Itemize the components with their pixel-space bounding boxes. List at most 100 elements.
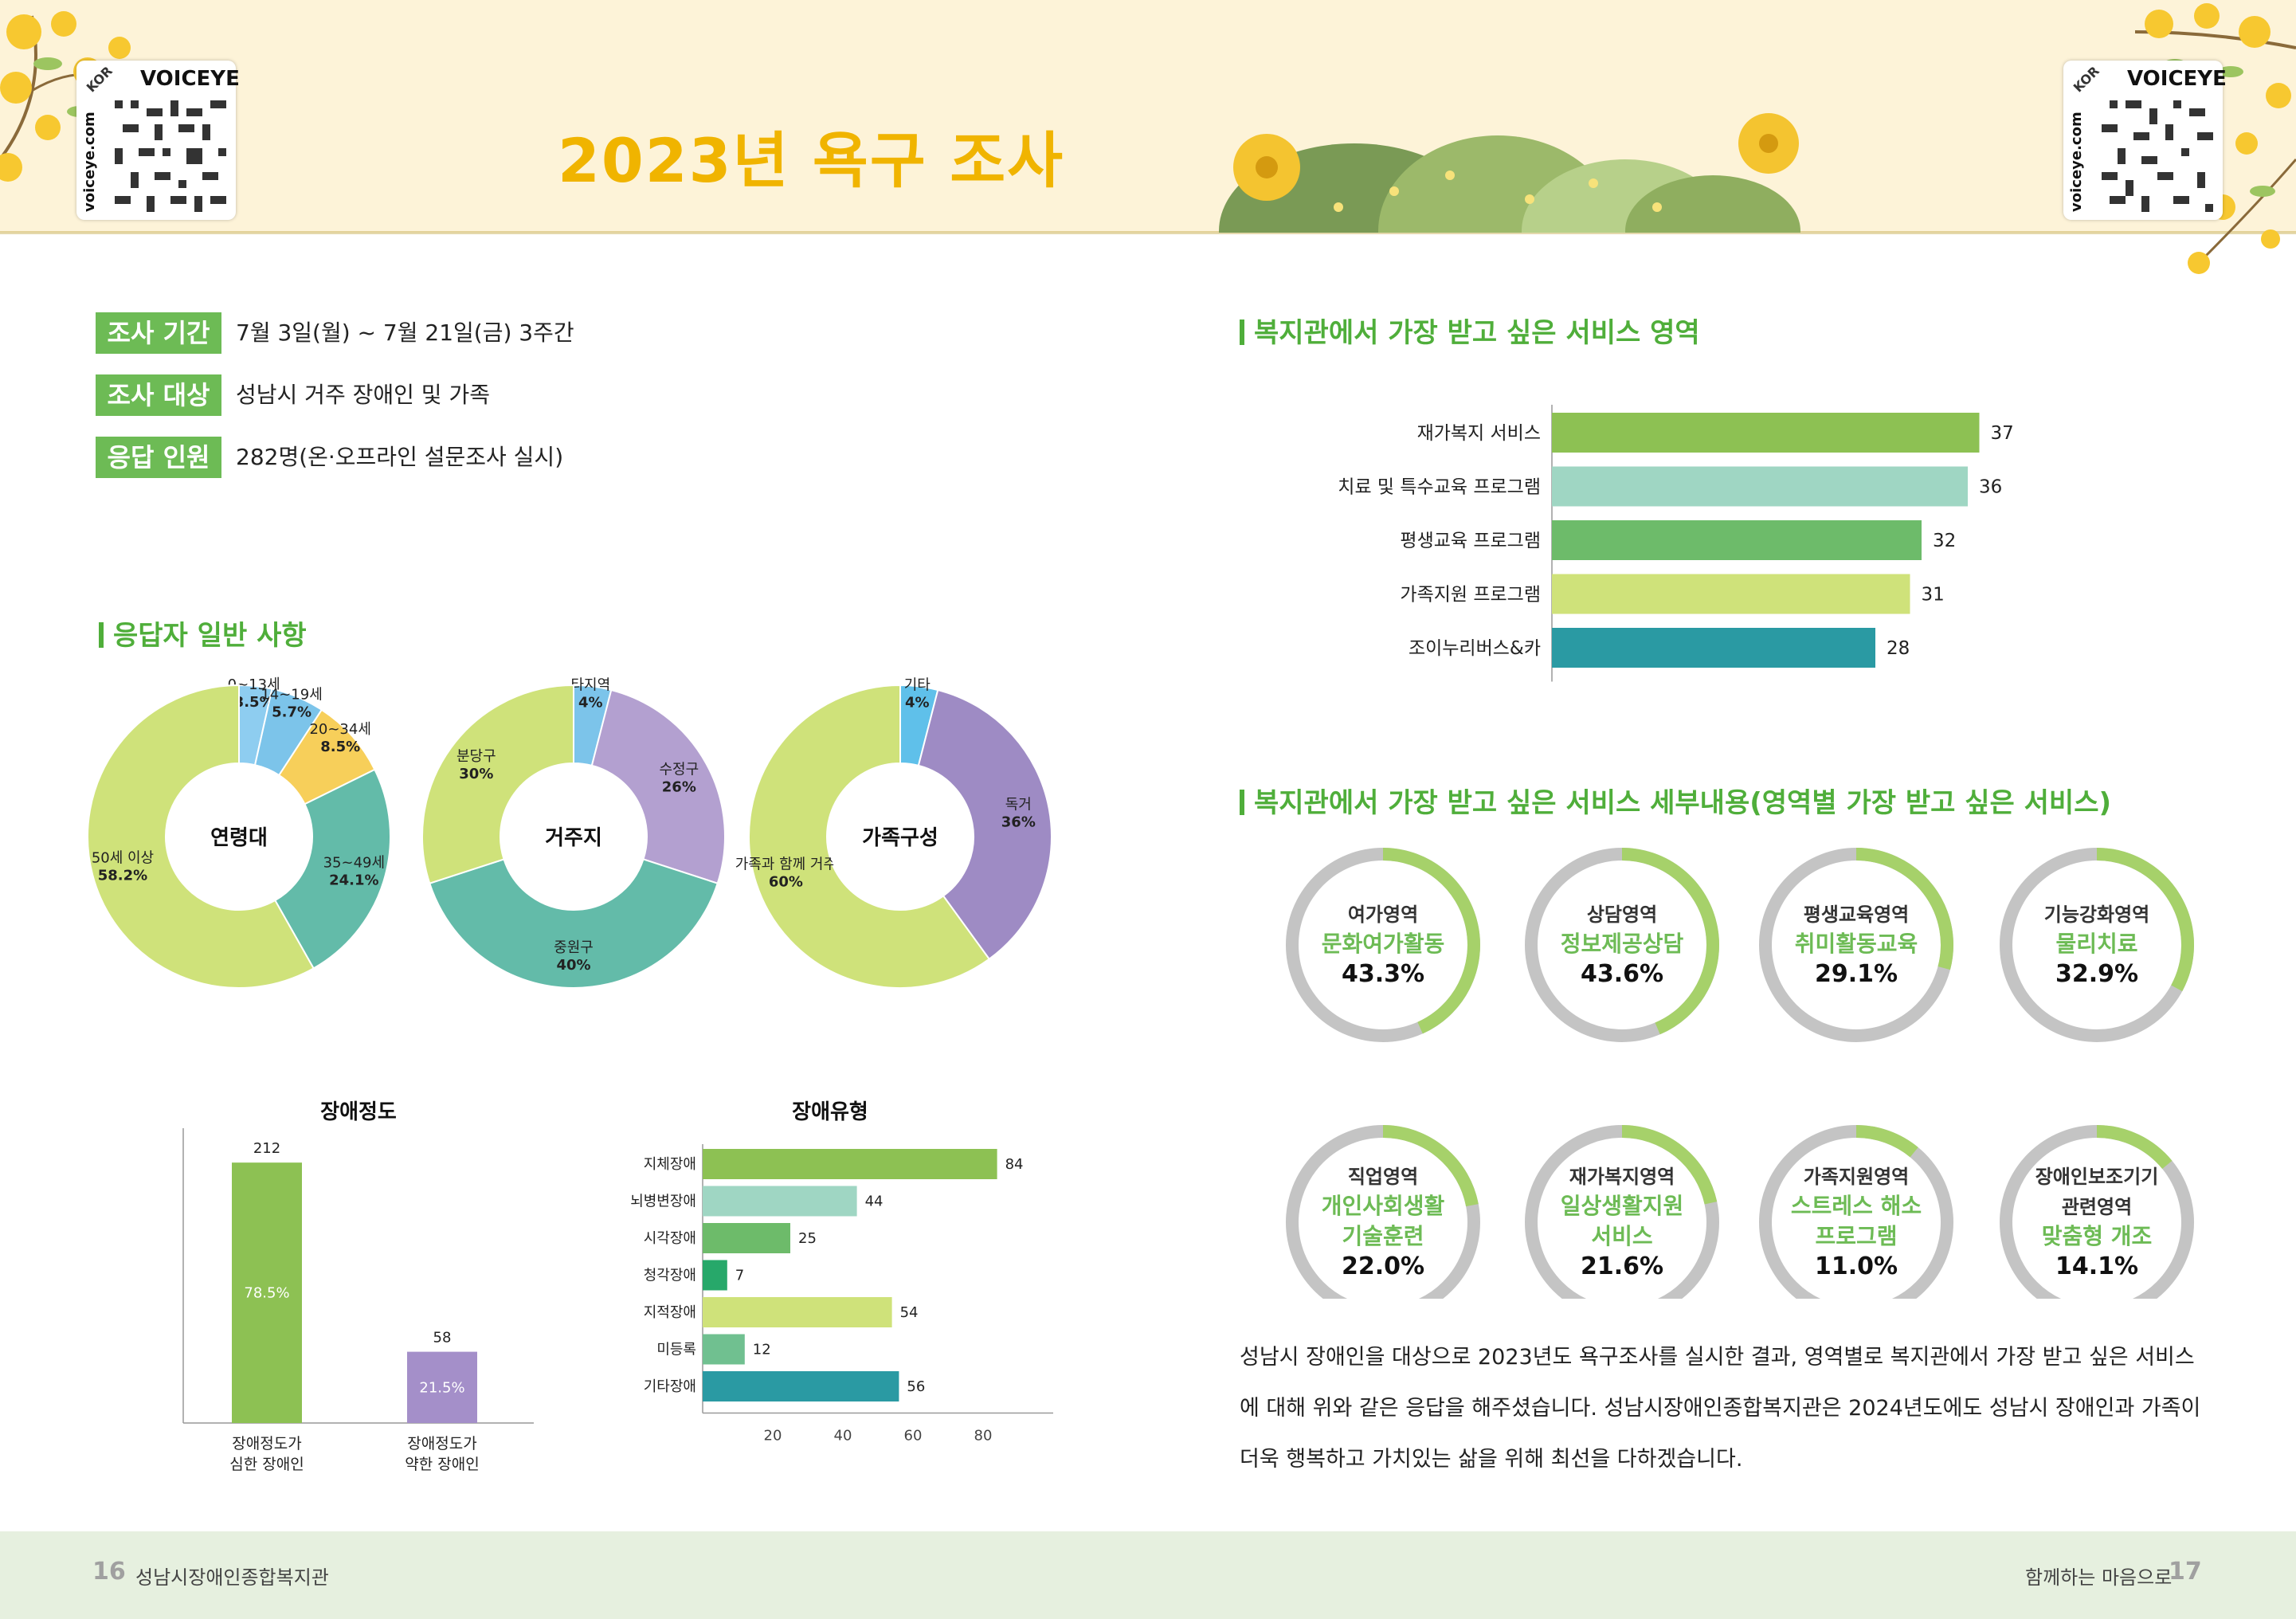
header-divider <box>0 231 2296 234</box>
category-label: 기타장애 <box>644 1378 696 1395</box>
summary-line: 에 대해 위와 같은 응답을 해주셨습니다. 성남시장애인종합복지관은 2024… <box>1240 1396 2201 1421</box>
donut-slice-pct: 30% <box>459 766 493 782</box>
bar <box>1552 520 1922 560</box>
bar-value-label: 7 <box>735 1268 744 1284</box>
ring-progress <box>1621 1125 1718 1205</box>
bar-value-label: 58 <box>433 1330 452 1347</box>
respondents-heading: 응답자 일반 사항 <box>99 613 307 653</box>
ring-service-label: 정보제공상담 <box>1561 931 1684 957</box>
service-area-heading: 복지관에서 가장 받고 싶은 서비스 영역 <box>1240 311 1700 350</box>
bar <box>1552 466 1968 507</box>
ring-service-label: 물리치료 <box>2055 931 2137 957</box>
donut-slice-pct: 24.1% <box>329 872 378 888</box>
category-label: 평생교육 프로그램 <box>1400 531 1541 551</box>
ring-area-label: 평생교육영역 <box>1804 904 1909 926</box>
category-label: 미등록 <box>656 1342 696 1358</box>
survey-period-value: 7월 3일(월) ~ 7월 21일(금) 3주간 <box>236 319 574 346</box>
bar-value-label: 44 <box>865 1194 884 1210</box>
donut-slice <box>87 684 315 989</box>
survey-target-label: 조사 대상 <box>96 374 221 416</box>
header-band <box>0 0 2296 233</box>
summary-paragraph: 성남시 장애인을 대상으로 2023년도 욕구조사를 실시한 결과, 영역별로 … <box>1240 1332 2227 1485</box>
voiceye-qr-left: VOICEYE voiceye.com KOR <box>76 61 240 220</box>
ring-percent: 21.6% <box>1581 1252 1663 1280</box>
ring-progress <box>1382 848 1480 1034</box>
ring-area-label: 재가복지영역 <box>1569 1166 1675 1188</box>
ring-progress <box>1621 848 1719 1035</box>
bar <box>232 1162 302 1423</box>
bar-value-label: 36 <box>1979 477 2002 498</box>
survey-target-value: 성남시 거주 장애인 및 가족 <box>236 382 490 408</box>
donut-slice <box>917 688 1052 961</box>
bar-inner-label: 21.5% <box>419 1379 464 1396</box>
page-number-left: 16 <box>92 1558 126 1586</box>
qr-code-icon <box>2102 100 2213 212</box>
footer-slogan: 함께하는 마음으로 <box>2025 1566 2173 1589</box>
summary-line: 더욱 행복하고 가치있는 삶을 위해 최선을 다하겠습니다. <box>1240 1447 1743 1472</box>
ring-service-label: 취미활동교육 <box>1795 931 1918 957</box>
bar-value-label: 84 <box>1005 1156 1024 1173</box>
bar-inner-label: 78.5% <box>244 1285 289 1302</box>
qr-code-icon <box>115 100 226 212</box>
category-label: 약한 장애인 <box>405 1456 479 1473</box>
donut-slice-name: 기타 <box>904 676 931 693</box>
kor-badge: KOR <box>83 63 116 96</box>
bar <box>703 1223 790 1253</box>
ring-percent: 11.0% <box>1815 1252 1898 1280</box>
voiceye-brand: VOICEYE <box>2127 67 2227 91</box>
bar <box>703 1334 745 1365</box>
ring-service-label: 문화여가활동 <box>1322 931 1445 957</box>
bar <box>703 1297 892 1327</box>
donut-slice <box>273 768 391 970</box>
ring-percent: 43.3% <box>1342 960 1424 988</box>
category-label: 시각장애 <box>644 1230 696 1247</box>
footer-band <box>0 1531 2296 1619</box>
bar <box>703 1186 857 1217</box>
survey-period-label: 조사 기간 <box>96 312 221 354</box>
ring-progress <box>1855 848 1953 970</box>
ring-area-label: 여가영역 <box>1348 904 1418 926</box>
service-area-chart: 재가복지 서비스 37 치료 및 특수교육 프로그램 36 평생교육 프로그램 32 가족지… <box>1338 405 2014 682</box>
page-number-right: 17 <box>2169 1558 2202 1586</box>
category-label: 지체장애 <box>644 1156 696 1173</box>
ring-progress <box>2096 848 2194 992</box>
bush-illustration-icon <box>1219 113 1800 233</box>
donut-slice-pct: 26% <box>662 778 696 795</box>
footer-org-name: 성남시장애인종합복지관 <box>135 1566 329 1589</box>
donut-slice-pct: 4% <box>905 694 930 711</box>
donut-center-label: 가족구성 <box>862 826 938 850</box>
ring-area-label: 관련영역 <box>2062 1196 2132 1218</box>
bar <box>703 1371 899 1401</box>
category-label: 장애정도가 <box>232 1435 301 1452</box>
donut-slice-name: 50세 이상 <box>92 849 154 866</box>
category-label: 장애정도가 <box>407 1435 476 1452</box>
kor-badge: KOR <box>2070 63 2102 96</box>
bar-value-label: 32 <box>1933 531 1956 551</box>
category-label: 청각장애 <box>644 1268 696 1284</box>
donut-slice-name: 중원구 <box>554 939 594 956</box>
bar-value-label: 28 <box>1887 638 1910 659</box>
ring-percent: 22.0% <box>1342 1252 1424 1280</box>
donut-slice-name: 0~13세 <box>228 676 280 693</box>
bar <box>1552 574 1910 614</box>
donut-slice-name: 타지역 <box>570 676 610 693</box>
category-label: 재가복지 서비스 <box>1417 423 1541 444</box>
donut-slice <box>429 858 719 990</box>
ring-area-label: 장애인보조기기 <box>2035 1166 2159 1188</box>
donut-slice <box>748 684 991 989</box>
donut-slice-pct: 8.5% <box>320 739 360 755</box>
summary-line: 성남시 장애인을 대상으로 2023년도 욕구조사를 실시한 결과, 영역별로 … <box>1240 1345 2195 1370</box>
bar <box>703 1149 997 1179</box>
bar <box>1552 413 1980 453</box>
ring-percent: 14.1% <box>2055 1252 2138 1280</box>
donut-slice-name: 가족과 함께 거주 <box>735 857 837 873</box>
bar <box>703 1260 727 1291</box>
ring-service-label: 서비스 <box>1591 1223 1652 1249</box>
